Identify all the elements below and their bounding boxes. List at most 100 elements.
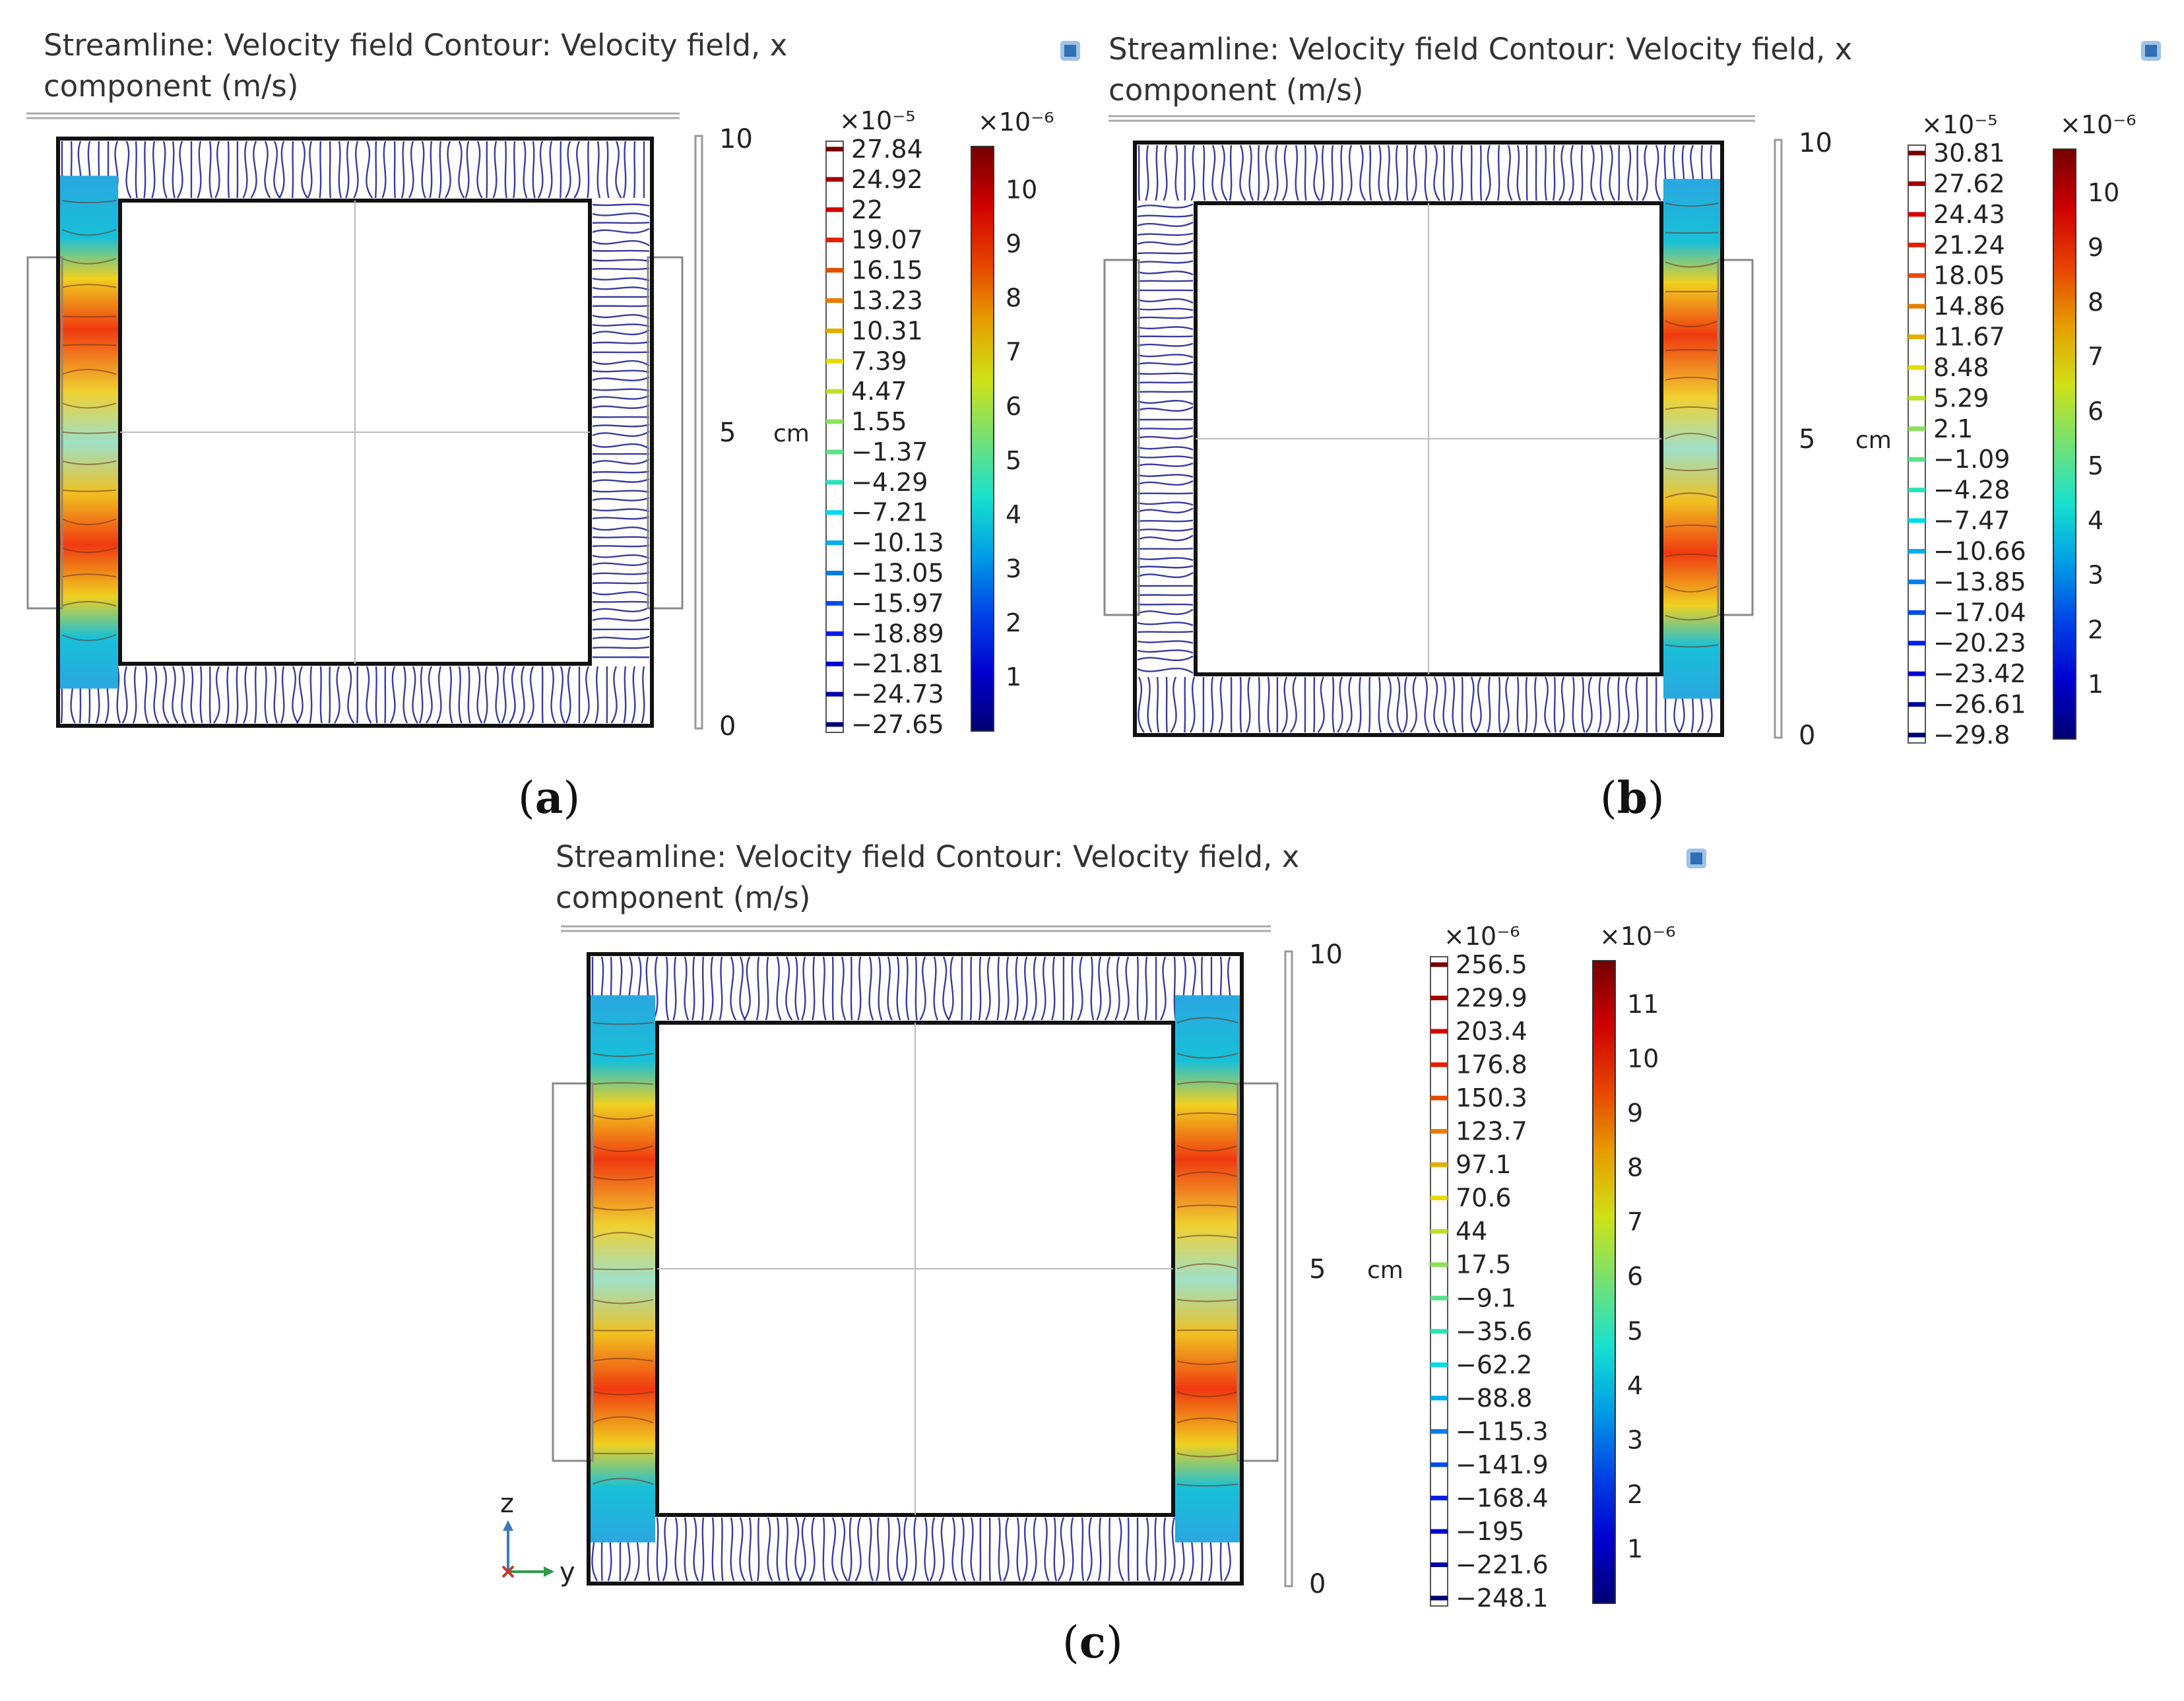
streamline bbox=[338, 141, 342, 199]
streamline bbox=[979, 1517, 982, 1582]
streamline bbox=[684, 1517, 688, 1582]
contour-legend-box bbox=[825, 141, 844, 733]
streamline bbox=[592, 222, 650, 224]
streamline bbox=[280, 666, 285, 724]
streamline bbox=[1442, 144, 1446, 201]
streamline bbox=[1159, 956, 1167, 1021]
streamline bbox=[901, 1517, 908, 1582]
streamline bbox=[1170, 676, 1177, 733]
streamline bbox=[665, 956, 670, 1021]
contour-legend-multiplier: ×10⁻⁶ bbox=[1444, 922, 1520, 951]
streamline bbox=[1137, 463, 1194, 467]
streamline bbox=[1096, 956, 1102, 1021]
contour-legend-label: −7.21 bbox=[851, 498, 928, 527]
streamline bbox=[1137, 571, 1194, 579]
colorbar-tick-label: 4 bbox=[1627, 1371, 1643, 1400]
streamline bbox=[1320, 144, 1325, 201]
streamline bbox=[1267, 676, 1271, 733]
streamline bbox=[1123, 956, 1130, 1021]
contour-line bbox=[1665, 406, 1719, 410]
colorbar-tick-label: 9 bbox=[1627, 1099, 1643, 1128]
streamline bbox=[509, 666, 516, 724]
streamline bbox=[1616, 676, 1621, 733]
colorbar-tick-label: 7 bbox=[1627, 1207, 1643, 1236]
streamline bbox=[1086, 1517, 1093, 1582]
contour-legend-label: −13.85 bbox=[1933, 567, 2026, 596]
streamline bbox=[292, 666, 299, 724]
streamline bbox=[1145, 144, 1149, 201]
streamline bbox=[408, 141, 414, 199]
streamline bbox=[1553, 676, 1557, 733]
contour-legend-label: −115.3 bbox=[1456, 1417, 1549, 1446]
streamline bbox=[429, 141, 433, 199]
streamline bbox=[592, 490, 650, 494]
streamline bbox=[381, 141, 387, 199]
panel-c-caption: (c) bbox=[1062, 1617, 1123, 1668]
streamline bbox=[1077, 956, 1083, 1021]
streamline bbox=[1498, 676, 1502, 733]
streamline bbox=[1137, 501, 1194, 506]
streamline bbox=[162, 141, 168, 199]
y-axis-arrowhead bbox=[544, 1566, 554, 1577]
streamline bbox=[1108, 1517, 1111, 1582]
streamline bbox=[1137, 492, 1194, 495]
streamline bbox=[996, 956, 1000, 1021]
navigation-cube-icon[interactable] bbox=[2141, 41, 2161, 61]
contour-legend-label: −10.13 bbox=[851, 529, 944, 558]
navigation-cube-icon[interactable] bbox=[1060, 41, 1080, 61]
contour-line bbox=[592, 1232, 654, 1239]
contour-legend-label: 27.62 bbox=[1933, 169, 2005, 198]
streamline bbox=[1127, 1517, 1130, 1582]
streamline bbox=[176, 141, 183, 199]
streamline bbox=[1524, 676, 1528, 733]
streamline bbox=[1502, 676, 1510, 733]
streamline bbox=[656, 1517, 660, 1582]
contour-legend-label: −20.23 bbox=[1933, 629, 2026, 658]
streamline bbox=[1409, 676, 1417, 733]
streamline bbox=[800, 956, 806, 1021]
streamline bbox=[592, 286, 650, 291]
streamline bbox=[592, 404, 650, 409]
contour-legend-label: −4.28 bbox=[1933, 476, 2010, 505]
streamline bbox=[1359, 144, 1366, 201]
streamline bbox=[592, 430, 650, 437]
colorbar-tick-label: 2 bbox=[1627, 1480, 1643, 1509]
contour-legend-label: −1.37 bbox=[851, 437, 928, 466]
streamline bbox=[523, 141, 528, 199]
streamline bbox=[1239, 144, 1246, 201]
streamline bbox=[1281, 676, 1288, 733]
streamline bbox=[857, 956, 862, 1021]
streamline bbox=[1257, 144, 1260, 201]
colorbar-tick-label: 5 bbox=[2088, 451, 2104, 480]
axis-tick-label: 5 bbox=[719, 418, 736, 448]
streamline bbox=[133, 666, 137, 724]
streamline bbox=[444, 141, 451, 199]
contour-line bbox=[1665, 524, 1719, 528]
panel-b-title-line1: Streamline: Velocity field Contour: Velo… bbox=[1108, 32, 1853, 67]
contour-line bbox=[1176, 1081, 1238, 1085]
streamline bbox=[1450, 144, 1454, 201]
contour-line bbox=[61, 369, 117, 375]
colorbar-multiplier: ×10⁻⁶ bbox=[978, 108, 1054, 137]
contour-legend-label: 7.39 bbox=[851, 346, 907, 375]
streamline bbox=[190, 666, 195, 724]
streamline bbox=[329, 141, 332, 199]
contour-legend-label: 14.86 bbox=[1933, 292, 2005, 321]
contour-line bbox=[1665, 644, 1719, 648]
contour-legend-label: 27.84 bbox=[851, 135, 923, 164]
streamline bbox=[592, 554, 650, 560]
right-heater-outline bbox=[1717, 259, 1754, 616]
streamline bbox=[847, 1517, 852, 1582]
streamline bbox=[1387, 676, 1394, 733]
contour-legend-label: −248.1 bbox=[1456, 1584, 1549, 1613]
streamline bbox=[1070, 956, 1074, 1021]
contour-legend-label: 203.4 bbox=[1456, 1017, 1527, 1046]
streamline bbox=[476, 666, 483, 724]
streamline bbox=[878, 956, 883, 1021]
navigation-cube-icon[interactable] bbox=[1686, 849, 1706, 868]
streamline bbox=[1137, 361, 1194, 366]
streamline bbox=[483, 666, 488, 724]
streamline bbox=[1597, 676, 1602, 733]
contour-legend-label: 22 bbox=[851, 195, 883, 224]
colorbar-tick-label: 5 bbox=[1006, 446, 1021, 475]
